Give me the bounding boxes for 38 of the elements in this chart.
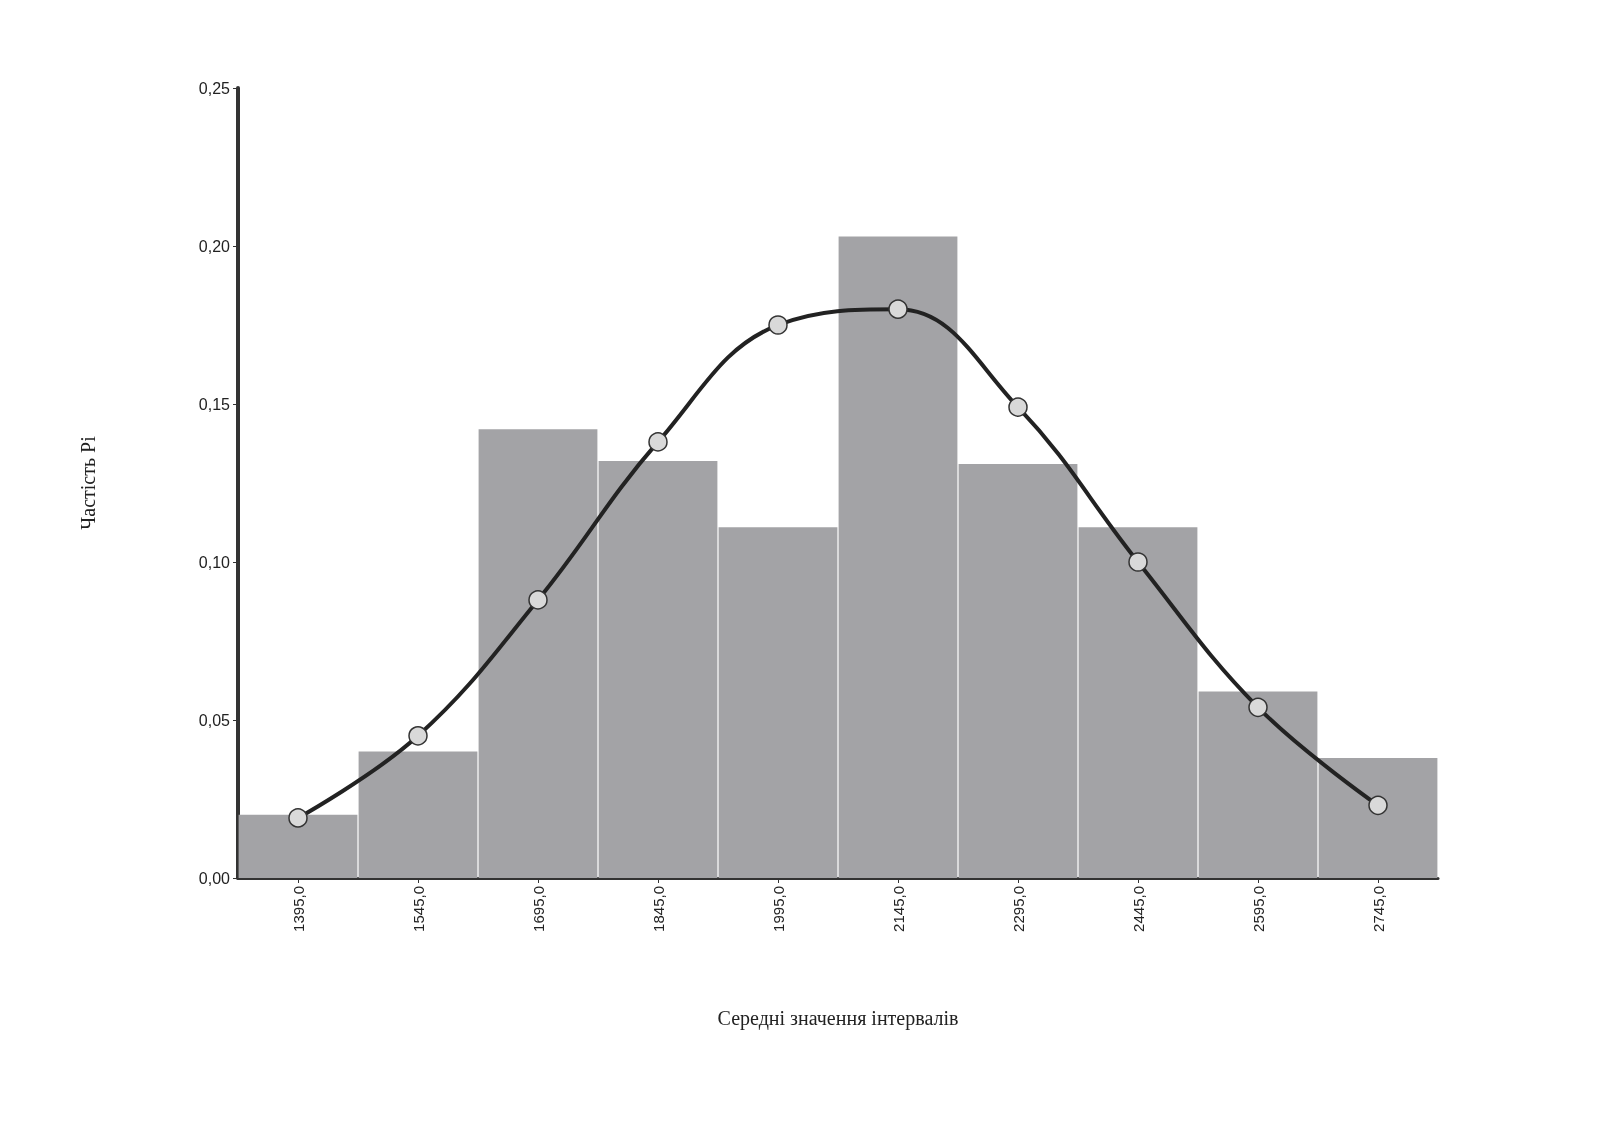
bar bbox=[598, 460, 718, 878]
bar bbox=[1318, 757, 1438, 878]
bar bbox=[238, 814, 358, 878]
x-tick-label: 1695,0 bbox=[529, 886, 547, 932]
y-tick-label: 0,20 bbox=[198, 237, 231, 255]
bar bbox=[358, 751, 478, 878]
bar bbox=[838, 236, 958, 878]
point bbox=[1008, 397, 1028, 417]
bar bbox=[1198, 691, 1318, 878]
x-tick-label: 2745,0 bbox=[1369, 886, 1387, 932]
x-tick-label: 2295,0 bbox=[1009, 886, 1027, 932]
point bbox=[888, 299, 908, 319]
x-tick-label: 1995,0 bbox=[769, 886, 787, 932]
bar bbox=[958, 464, 1078, 878]
y-tick-label: 0,15 bbox=[198, 395, 231, 413]
y-tick-label: 0,00 bbox=[198, 869, 231, 887]
point bbox=[768, 315, 788, 335]
x-tick-label: 1545,0 bbox=[409, 886, 427, 932]
x-tick-label: 2145,0 bbox=[889, 886, 907, 932]
x-tick-label: 2595,0 bbox=[1249, 886, 1267, 932]
point bbox=[408, 726, 428, 746]
point bbox=[1248, 697, 1268, 718]
x-tick-label: 1395,0 bbox=[289, 886, 307, 932]
point bbox=[1128, 552, 1148, 572]
y-tick-label: 0,25 bbox=[198, 79, 231, 97]
point bbox=[528, 590, 548, 610]
x-tick-label: 1845,0 bbox=[649, 886, 667, 932]
y-tick-label: 0,10 bbox=[198, 553, 231, 571]
point bbox=[648, 432, 668, 452]
bar bbox=[1078, 527, 1198, 878]
bar bbox=[718, 527, 838, 878]
bar bbox=[478, 429, 598, 878]
point bbox=[1368, 795, 1388, 816]
point bbox=[288, 808, 308, 828]
y-axis-title: Частість Pi bbox=[77, 435, 99, 530]
y-tick-label: 0,05 bbox=[198, 711, 231, 729]
x-tick-label: 2445,0 bbox=[1129, 886, 1147, 932]
x-axis-title: Середні значення інтервалів bbox=[717, 1007, 959, 1030]
